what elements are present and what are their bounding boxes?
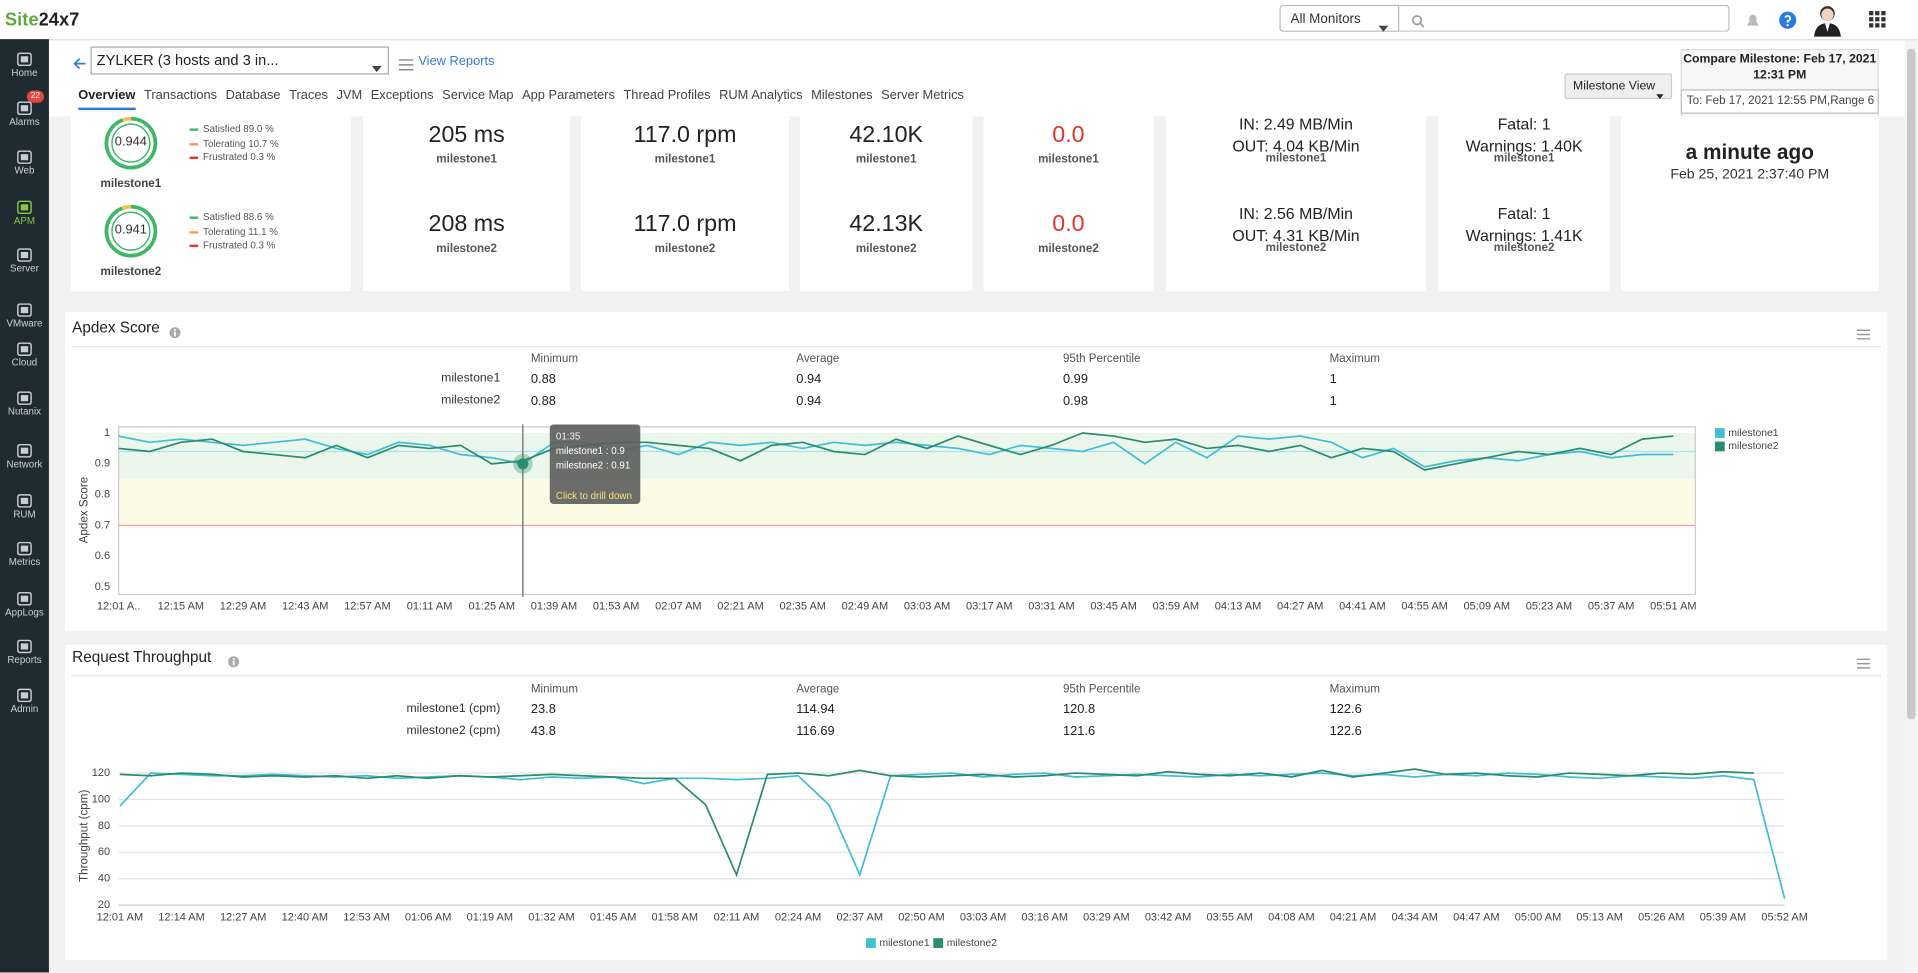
y-tick-label: 0.6 <box>95 550 110 562</box>
tooltip-time: 01:35 <box>556 431 581 442</box>
x-tick-label: 03:17 AM <box>966 601 1012 613</box>
series-line <box>120 773 1785 899</box>
x-tick-label: 01:45 AM <box>590 911 636 923</box>
x-tick-label: 02:35 AM <box>779 601 825 613</box>
x-tick-label: 12:15 AM <box>158 601 204 613</box>
x-tick-label: 04:41 AM <box>1339 601 1385 613</box>
x-tick-label: 01:06 AM <box>405 911 451 923</box>
y-tick-label: 120 <box>92 767 110 779</box>
y-axis-label: Apdex Score <box>77 477 90 543</box>
x-tick-label: 01:53 AM <box>593 601 639 613</box>
x-tick-label: 12:14 AM <box>158 911 204 923</box>
x-tick-label: 12:27 AM <box>220 911 266 923</box>
legend-label: milestone2 <box>1728 441 1778 452</box>
x-tick-label: 12:01 AM <box>97 911 143 923</box>
x-tick-label: 02:49 AM <box>842 601 888 613</box>
x-tick-label: 04:55 AM <box>1401 601 1447 613</box>
legend-swatch <box>866 938 876 948</box>
y-tick-label: 80 <box>98 820 110 832</box>
x-tick-label: 02:11 AM <box>714 911 760 923</box>
x-tick-label: 05:51 AM <box>1650 601 1696 613</box>
y-tick-label: 0.5 <box>95 581 110 593</box>
x-tick-label: 03:55 AM <box>1206 911 1252 923</box>
y-axis-label: Throughput (cpm) <box>77 790 90 882</box>
x-tick-label: 02:24 AM <box>775 911 821 923</box>
tooltip-line: milestone2 : 0.91 <box>556 461 630 472</box>
x-tick-label: 02:37 AM <box>837 911 883 923</box>
x-tick-label: 12:57 AM <box>344 601 390 613</box>
x-tick-label: 12:29 AM <box>220 601 266 613</box>
x-tick-label: 12:43 AM <box>282 601 328 613</box>
y-tick-label: 20 <box>98 899 110 911</box>
x-tick-label: 04:13 AM <box>1215 601 1261 613</box>
x-tick-label: 02:50 AM <box>898 911 944 923</box>
y-tick-label: 0.8 <box>95 489 110 501</box>
x-tick-label: 03:31 AM <box>1028 601 1074 613</box>
legend-label: milestone1 <box>879 938 929 949</box>
x-tick-label: 03:42 AM <box>1145 911 1191 923</box>
legend-swatch <box>1715 428 1725 438</box>
tooltip-line: milestone1 : 0.9 <box>556 446 625 457</box>
x-tick-label: 03:16 AM <box>1022 911 1068 923</box>
apdex-zone <box>119 479 1696 525</box>
y-tick-label: 0.9 <box>95 458 110 470</box>
x-tick-label: 05:39 AM <box>1700 911 1746 923</box>
x-tick-label: 12:01 A.. <box>97 601 140 613</box>
x-tick-label: 05:23 AM <box>1526 601 1572 613</box>
y-tick-label: 60 <box>98 846 110 858</box>
y-tick-label: 40 <box>98 873 110 885</box>
x-tick-label: 01:11 AM <box>407 601 453 613</box>
x-tick-label: 05:13 AM <box>1576 911 1622 923</box>
x-tick-label: 01:32 AM <box>528 911 574 923</box>
x-tick-label: 01:19 AM <box>467 911 513 923</box>
x-tick-label: 04:47 AM <box>1453 911 1499 923</box>
x-tick-label: 01:39 AM <box>531 601 577 613</box>
hover-point <box>517 458 528 469</box>
legend-label: milestone2 <box>947 938 997 949</box>
x-tick-label: 03:45 AM <box>1090 601 1136 613</box>
apdex-zone <box>119 433 1696 479</box>
x-tick-label: 03:59 AM <box>1153 601 1199 613</box>
x-tick-label: 05:37 AM <box>1588 601 1634 613</box>
x-tick-label: 03:29 AM <box>1083 911 1129 923</box>
legend-swatch <box>1715 442 1725 452</box>
x-tick-label: 02:21 AM <box>717 601 763 613</box>
x-tick-label: 05:00 AM <box>1515 911 1561 923</box>
x-tick-label: 03:03 AM <box>960 911 1006 923</box>
series-line <box>120 769 1754 875</box>
y-tick-label: 100 <box>92 793 110 805</box>
x-tick-label: 02:07 AM <box>655 601 701 613</box>
x-tick-label: 03:03 AM <box>904 601 950 613</box>
x-tick-label: 01:58 AM <box>652 911 698 923</box>
x-tick-label: 04:27 AM <box>1277 601 1323 613</box>
x-tick-label: 04:21 AM <box>1330 911 1376 923</box>
x-tick-label: 12:53 AM <box>343 911 389 923</box>
x-tick-label: 04:34 AM <box>1391 911 1437 923</box>
legend-label: milestone1 <box>1728 428 1778 439</box>
x-tick-label: 05:26 AM <box>1638 911 1684 923</box>
x-tick-label: 05:52 AM <box>1761 911 1807 923</box>
x-tick-label: 04:08 AM <box>1268 911 1314 923</box>
x-tick-label: 01:25 AM <box>469 601 515 613</box>
y-tick-label: 1 <box>104 427 110 439</box>
y-tick-label: 0.7 <box>95 519 110 531</box>
x-tick-label: 12:40 AM <box>282 911 328 923</box>
x-tick-label: 05:09 AM <box>1464 601 1510 613</box>
tooltip-action: Click to drill down <box>556 491 632 502</box>
legend-swatch <box>933 938 943 948</box>
